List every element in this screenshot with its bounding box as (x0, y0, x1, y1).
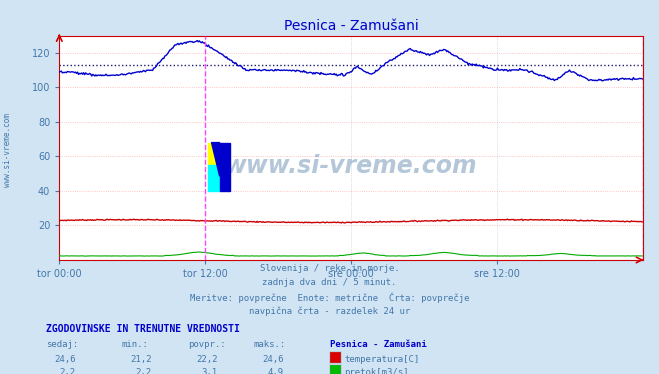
Text: temperatura[C]: temperatura[C] (344, 355, 419, 364)
Text: 3,1: 3,1 (202, 368, 217, 374)
Text: 21,2: 21,2 (130, 355, 152, 364)
Text: 24,6: 24,6 (262, 355, 283, 364)
Text: maks.:: maks.: (254, 340, 286, 349)
Title: Pesnica - Zamušani: Pesnica - Zamušani (283, 19, 418, 33)
Text: 24,6: 24,6 (54, 355, 76, 364)
Text: Pesnica - Zamušani: Pesnica - Zamušani (330, 340, 426, 349)
Text: povpr.:: povpr.: (188, 340, 225, 349)
Text: sedaj:: sedaj: (46, 340, 78, 349)
Text: pretok[m3/s]: pretok[m3/s] (344, 368, 409, 374)
Text: navpična črta - razdelek 24 ur: navpična črta - razdelek 24 ur (249, 306, 410, 316)
Text: 4,9: 4,9 (268, 368, 283, 374)
Text: www.si-vreme.com: www.si-vreme.com (225, 154, 477, 178)
Bar (219, 142, 229, 191)
Text: 2,2: 2,2 (136, 368, 152, 374)
Text: Meritve: povprečne  Enote: metrične  Črta: povprečje: Meritve: povprečne Enote: metrične Črta:… (190, 292, 469, 303)
Text: zadnja dva dni / 5 minut.: zadnja dva dni / 5 minut. (262, 278, 397, 287)
Polygon shape (212, 142, 219, 177)
Bar (208, 142, 219, 165)
Text: 2,2: 2,2 (60, 368, 76, 374)
Text: min.:: min.: (122, 340, 149, 349)
Text: 22,2: 22,2 (196, 355, 217, 364)
Bar (208, 165, 219, 191)
Text: www.si-vreme.com: www.si-vreme.com (3, 113, 13, 187)
Text: ZGODOVINSKE IN TRENUTNE VREDNOSTI: ZGODOVINSKE IN TRENUTNE VREDNOSTI (46, 324, 240, 334)
Text: Slovenija / reke in morje.: Slovenija / reke in morje. (260, 264, 399, 273)
